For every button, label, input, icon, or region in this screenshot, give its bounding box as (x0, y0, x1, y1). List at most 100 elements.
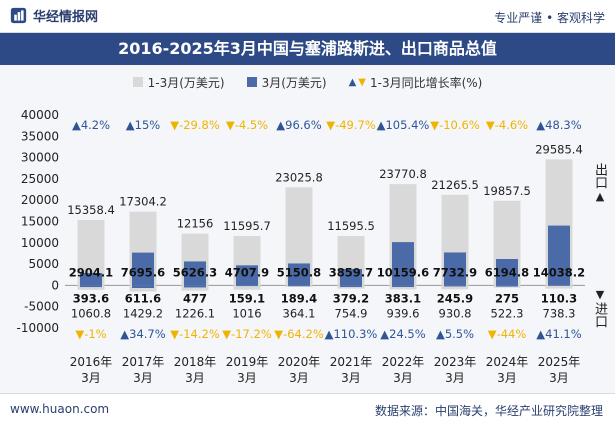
x-tick-label-month: 3月 (341, 371, 361, 385)
x-tick-label-month: 3月 (393, 371, 413, 385)
bar-import-month (132, 285, 154, 289)
x-tick-label-year: 2023年 (434, 355, 477, 369)
x-tick-label-month: 3月 (133, 371, 153, 385)
y-tick-label: 30000 (21, 151, 59, 165)
legend: 1-3月(万美元) 3月(万美元) ▲ ▼ 1-3月同比增长率(%) (0, 72, 615, 92)
growth-label-import: ▲24.5% (380, 327, 425, 341)
bar-export-month (392, 242, 414, 286)
bar-import-month (184, 285, 206, 288)
data-label-export-cumulative: 11595.7 (223, 219, 271, 233)
legend-label-cumulative: 1-3月(万美元) (147, 75, 225, 90)
bar-import-cumulative (129, 285, 157, 292)
bar-export-month (444, 252, 466, 286)
x-tick-label-year: 2024年 (486, 355, 529, 369)
y-tick-label: 40000 (21, 108, 59, 122)
bar-export-month (132, 252, 154, 286)
growth-label-import: ▲34.7% (120, 327, 165, 341)
bar-export-month (340, 268, 362, 286)
data-label-import-month: 189.4 (281, 291, 317, 305)
data-label-import-cumulative: 930.8 (439, 306, 472, 320)
bar-import-cumulative (545, 285, 573, 289)
data-label-export-cumulative: 23025.8 (275, 170, 323, 184)
x-tick-label-year: 2025年 (538, 355, 581, 369)
bar-import-month (392, 285, 414, 288)
y-tick-label: -5000 (24, 300, 59, 314)
x-tick-label-month: 3月 (289, 371, 309, 385)
growth-label-export: ▼-4.6% (486, 118, 528, 132)
data-label-export-month: 7695.6 (121, 265, 165, 279)
y-tick-label: 35000 (21, 129, 59, 143)
y-tick-label: 20000 (21, 193, 59, 207)
bar-export-month (184, 261, 206, 286)
bar-import-month (444, 285, 466, 287)
growth-label-import: ▲41.1% (536, 327, 581, 341)
bar-import-month (548, 285, 570, 286)
growth-label-import: ▼-64.2% (274, 327, 324, 341)
footer-url[interactable]: www.huaon.com (10, 402, 110, 416)
x-tick-label-month: 3月 (185, 371, 205, 385)
bar-import-cumulative (77, 285, 105, 290)
side-label-export-text: 出口 (592, 163, 607, 189)
data-label-export-cumulative: 29585.4 (535, 142, 583, 156)
up-arrow-icon: ▲ (595, 190, 605, 203)
footer-source: 数据来源：中国海关，华经产业研究院整理 (374, 404, 603, 418)
data-label-import-month: 477 (183, 291, 207, 305)
data-label-import-cumulative: 939.6 (387, 306, 420, 320)
growth-label-export: ▼-49.7% (326, 118, 376, 132)
data-label-import-month: 611.6 (125, 291, 161, 305)
data-label-export-cumulative: 17304.2 (119, 195, 167, 209)
data-label-import-month: 379.2 (333, 291, 369, 305)
data-label-import-cumulative: 1060.8 (71, 306, 111, 320)
data-label-export-cumulative: 23770.8 (379, 167, 427, 181)
bar-export-month (236, 265, 258, 286)
bar-export-month (80, 273, 102, 286)
data-label-import-month: 245.9 (437, 291, 473, 305)
growth-label-import: ▼-14.2% (170, 327, 220, 341)
x-tick-label-year: 2019年 (226, 355, 269, 369)
huajing-logo-icon (10, 7, 27, 24)
bar-import-month (288, 285, 310, 287)
up-triangle-icon: ▲ (348, 76, 357, 88)
side-label-import: ▼ 进口 (592, 287, 608, 328)
legend-swatch-cumulative (132, 77, 143, 87)
data-label-export-month: 5626.3 (173, 265, 217, 279)
data-label-export-cumulative: 12156 (177, 217, 214, 231)
data-label-import-month: 110.3 (541, 291, 577, 305)
slogan: 专业严谨 • 客观科学 (494, 11, 605, 25)
data-label-export-month: 2904.1 (69, 265, 113, 279)
x-tick-label-year: 2021年 (330, 355, 373, 369)
data-label-export-cumulative: 19857.5 (483, 184, 531, 198)
brand: 华经情报网 (10, 6, 98, 25)
growth-label-export: ▲4.2% (72, 118, 110, 132)
growth-label-import: ▲110.3% (325, 327, 378, 341)
growth-label-import: ▼-44% (488, 327, 527, 341)
data-label-import-month: 159.1 (229, 291, 265, 305)
x-tick-label-year: 2022年 (382, 355, 425, 369)
data-label-import-cumulative: 738.3 (543, 306, 576, 320)
legend-label-growth: 1-3月同比增长率(%) (370, 75, 483, 90)
growth-label-export: ▼-4.5% (226, 118, 268, 132)
y-tick-label: 10000 (21, 236, 59, 250)
data-label-import-cumulative: 522.3 (491, 306, 524, 320)
chart-area: -10000 -5000 0 5000 10000 15000 20000 25000 3000… (16, 108, 585, 385)
growth-label-export: ▲15% (126, 118, 160, 132)
x-tick-label-month: 3月 (549, 371, 569, 385)
data-label-export-month: 14038.2 (533, 265, 585, 279)
data-label-import-cumulative: 1226.1 (175, 306, 215, 320)
bar-export-month (496, 259, 518, 286)
x-tick-label-year: 2016年 (70, 355, 113, 369)
growth-label-export: ▼-10.6% (430, 118, 480, 132)
growth-label-export: ▲96.6% (276, 118, 321, 132)
legend-label-month: 3月(万美元) (261, 75, 327, 90)
footer: www.huaon.com 数据来源：中国海关，华经产业研究院整理 (0, 393, 615, 428)
side-label-import-text: 进口 (592, 302, 607, 328)
growth-label-export: ▼-29.8% (170, 118, 220, 132)
chart-title: 2016-2025年3月中国与塞浦路斯进、出口商品总值 (0, 33, 615, 65)
x-tick-label-month: 3月 (237, 371, 257, 385)
legend-item-cumulative: 1-3月(万美元) (132, 74, 225, 91)
legend-swatch-month (246, 77, 257, 87)
bar-import-month (340, 285, 362, 288)
x-tick-label-year: 2018年 (174, 355, 217, 369)
data-label-import-month: 393.6 (73, 291, 109, 305)
data-label-export-month: 7732.9 (433, 265, 477, 279)
